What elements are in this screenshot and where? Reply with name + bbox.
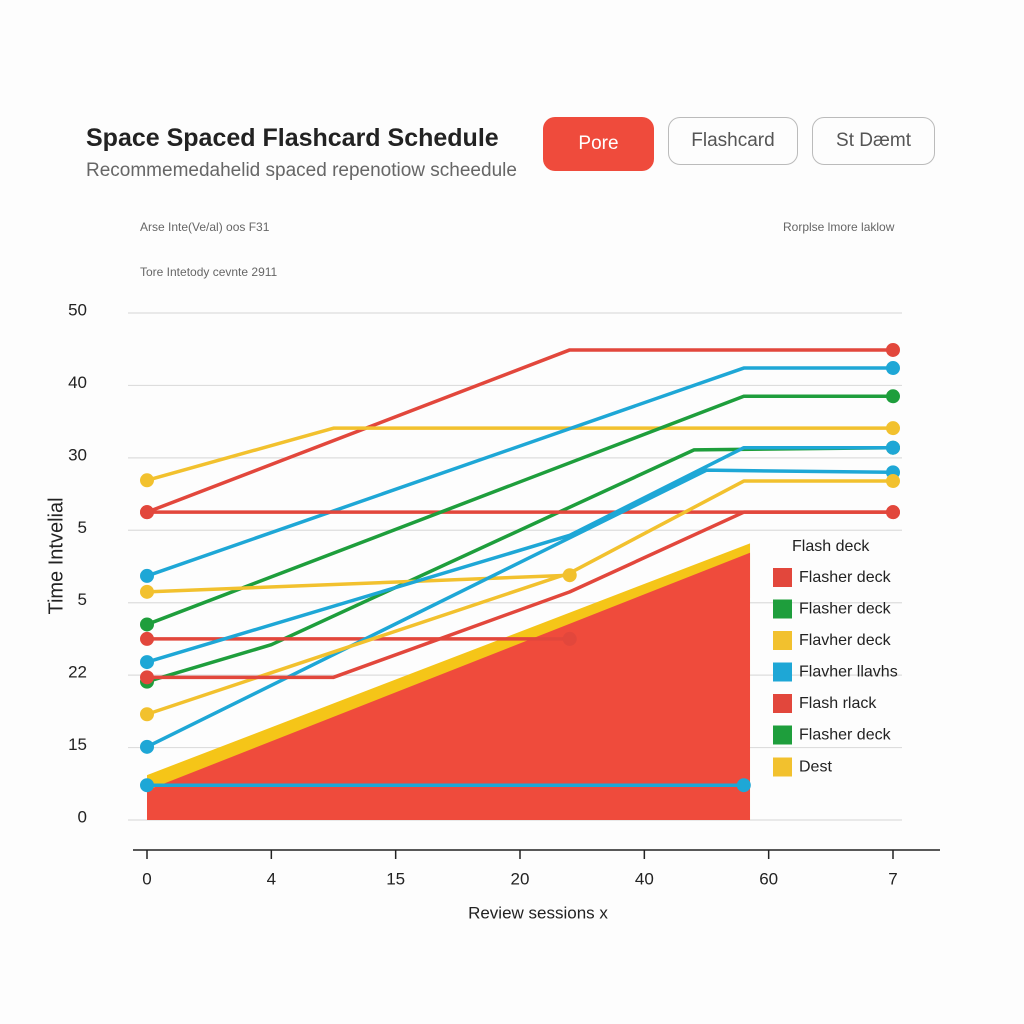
legend-swatch	[773, 631, 792, 650]
legend-swatch	[773, 662, 792, 682]
x-tick-label: 0	[142, 869, 151, 888]
legend-swatch	[773, 725, 792, 745]
x-axis-label: Review sessions x	[468, 903, 608, 922]
legend-label: Dest	[799, 759, 832, 776]
legend-label: Flasher deck	[799, 601, 892, 618]
note: Arse Inte(Ve/al) oos F31	[140, 220, 270, 234]
y-tick-label: 15	[68, 735, 87, 754]
button[interactable]: St Dæmt	[812, 117, 935, 165]
note: Tore Intetody cevnte 2911	[140, 265, 278, 279]
y-tick-label: 0	[78, 807, 87, 826]
point	[140, 707, 154, 722]
point	[140, 584, 154, 599]
y-tick-label: 40	[68, 373, 87, 392]
legend-label: Flavher deck	[799, 632, 892, 649]
point	[886, 474, 900, 489]
legend-label: Flasher deck	[799, 569, 892, 586]
point	[886, 342, 900, 357]
legend-swatch	[773, 599, 792, 619]
legend-swatch	[773, 568, 792, 587]
point	[140, 473, 154, 488]
x-tick-label: 4	[267, 869, 276, 888]
point	[562, 631, 577, 646]
line	[146, 573, 570, 594]
legend-label: Flavher llavhs	[799, 664, 898, 681]
title: Space Spaced Flashcard Schedule	[86, 124, 499, 152]
legend-label: Flasher deck	[799, 727, 892, 744]
x-tick-label: 60	[759, 869, 778, 888]
y-tick-label: 50	[68, 300, 87, 319]
line	[146, 426, 893, 482]
line	[146, 366, 893, 578]
y-tick-label: 22	[68, 663, 87, 682]
y-tick-label: 5	[78, 518, 87, 537]
y-tick-label: 5	[78, 590, 87, 609]
y-axis-label: Time Intvelial	[45, 497, 67, 614]
area	[147, 552, 751, 820]
legend-swatch	[773, 694, 792, 713]
y-tick-label: 30	[68, 445, 87, 464]
point	[886, 440, 900, 455]
line	[146, 394, 893, 627]
line	[146, 468, 894, 749]
point	[886, 389, 900, 404]
button[interactable]: Flashcard	[668, 117, 798, 165]
point	[886, 505, 900, 520]
subtitle: Recommemedahelid spaced repenotiow schee…	[86, 160, 517, 181]
x-tick-label: 20	[511, 869, 530, 888]
point	[886, 421, 900, 436]
point	[140, 568, 154, 583]
point	[736, 778, 751, 793]
legend-swatch	[773, 757, 792, 777]
point	[140, 505, 154, 520]
point	[140, 631, 154, 646]
point	[140, 617, 154, 632]
x-tick-label: 7	[888, 869, 897, 888]
x-tick-label: 15	[386, 869, 405, 888]
point	[140, 670, 154, 685]
line	[147, 510, 893, 680]
line	[146, 479, 893, 716]
point	[886, 361, 900, 376]
button[interactable]: Pore	[543, 117, 654, 171]
point	[140, 739, 154, 754]
line	[146, 348, 893, 514]
note: Rorplse lmore laklow	[783, 220, 895, 234]
x-tick-label: 40	[635, 869, 654, 888]
line	[146, 445, 893, 664]
point	[140, 655, 154, 670]
point	[140, 778, 154, 793]
legend-title: Flash deck	[792, 538, 870, 555]
legend-label: Flash rlack	[799, 695, 877, 712]
